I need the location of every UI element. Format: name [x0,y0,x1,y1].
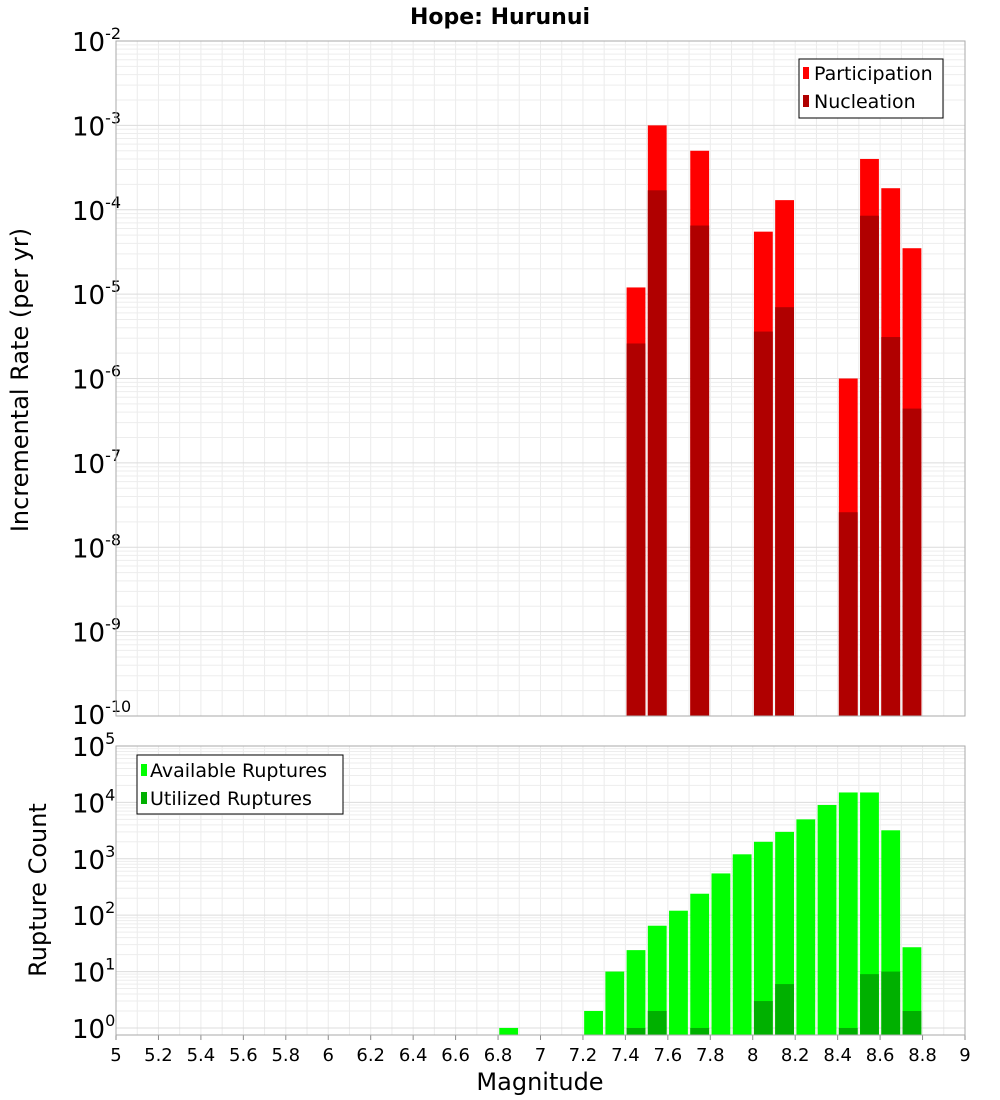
available-bar [732,854,752,1035]
magnitude-tick-label: 6.8 [484,1045,513,1066]
magnitude-tick-label: 6 [323,1045,334,1066]
available-bar [711,873,731,1035]
available-bar [605,971,625,1035]
magnitude-tick-label: 6.2 [356,1045,385,1066]
magnitude-tick-label: 8 [747,1045,758,1066]
legend-swatch-available [141,764,147,776]
magnitude-x-ticks: 5 5.2 5.4 5.6 5.8 6 6.2 6.4 6.6 6.8 7 7.2 7.4 7.6 7.8 8… [110,1035,971,1066]
available-bar [647,925,667,1035]
available-bar [626,950,646,1035]
magnitude-tick-label: 7.8 [696,1045,725,1066]
rate-y-tick-label: 10-10 [72,697,131,731]
magnitude-tick-label: 7.2 [569,1045,598,1066]
nucleation-bar [690,225,710,716]
chart-title: Hope: Hurunui [410,5,590,30]
magnitude-tick-label: 8.4 [823,1045,852,1066]
count-y-tick-label: 100 [72,1011,115,1045]
utilized-bar [775,984,794,1035]
rate-y-tick-label: 10-6 [72,362,121,396]
magnitude-tick-label: 7.6 [654,1045,683,1066]
count-y-tick-label: 101 [72,955,115,989]
legend-label-nucleation: Nucleation [814,91,916,113]
rate-legend: Participation Nucleation [798,58,944,119]
utilized-bar [690,1027,710,1035]
rate-y-ticks: 10-2 10-3 10-4 10-5 10-6 10-7 10-8 10-9 10-10 [72,24,131,731]
magnitude-tick-label: 8.2 [781,1045,810,1066]
nucleation-bar [647,190,667,716]
magnitude-tick-label: 5.4 [187,1045,216,1066]
available-bar [669,910,688,1035]
rate-y-tick-label: 10-7 [72,446,121,480]
count-legend: Available Ruptures Utilized Ruptures [136,754,344,815]
magnitude-tick-label: 8.6 [866,1045,895,1066]
utilized-bar [626,1027,646,1035]
legend-swatch-utilized [141,792,147,804]
magnitude-tick-label: 6.4 [399,1045,428,1066]
available-bar [690,893,710,1035]
legend-label-utilized: Utilized Ruptures [150,788,312,810]
utilized-bar [753,1001,773,1035]
rate-grid [115,41,966,717]
utilized-bar [902,1010,922,1035]
legend-label-participation: Participation [814,63,933,85]
rate-y-tick-label: 10-8 [72,530,121,564]
utilized-bar [838,1027,858,1035]
available-bar [753,841,773,1035]
magnitude-tick-label: 8.8 [908,1045,937,1066]
rate-y-tick-label: 10-2 [72,24,121,58]
rate-y-axis-label: Incremental Rate (per yr) [6,228,34,532]
available-bar [796,819,816,1035]
magnitude-tick-label: 5.2 [144,1045,173,1066]
nucleation-bar [881,337,901,716]
magnitude-tick-label: 5.8 [271,1045,300,1066]
rate-y-tick-label: 10-4 [72,193,121,227]
magnitude-tick-label: 5.6 [229,1045,258,1066]
available-bar [817,804,837,1035]
available-bar [499,1027,519,1035]
count-y-tick-label: 105 [72,729,115,763]
legend-swatch-participation [803,67,809,79]
rate-y-tick-label: 10-9 [72,615,121,649]
nucleation-bar [753,331,773,716]
nucleation-bars [626,190,922,717]
count-panel: 105 104 103 102 101 100 5 5.2 5.4 5.6 5.8 6 6.2 6.4 6… [24,729,971,1096]
magnitude-tick-label: 6.6 [441,1045,470,1066]
rate-y-tick-label: 10-5 [72,277,121,311]
count-y-tick-label: 103 [72,842,115,876]
nucleation-bar [860,215,879,717]
nucleation-bar [626,343,646,716]
magnitude-tick-label: 9 [959,1045,970,1066]
count-y-tick-label: 102 [72,898,115,932]
utilized-bar [860,974,879,1035]
legend-swatch-nucleation [803,95,809,107]
utilized-bars [626,971,922,1035]
nucleation-bar [838,512,858,716]
rate-y-tick-label: 10-3 [72,108,121,142]
available-bar [584,1010,603,1035]
utilized-bar [881,971,901,1035]
legend-label-available: Available Ruptures [150,760,327,782]
nucleation-bar [902,408,922,716]
available-bar [838,792,858,1035]
count-y-ticks: 105 104 103 102 101 100 [72,729,115,1045]
count-y-tick-label: 104 [72,785,115,819]
utilized-bar [647,1010,667,1035]
x-axis-label: Magnitude [476,1068,603,1096]
count-y-axis-label: Rupture Count [24,803,52,977]
rate-panel: 10-2 10-3 10-4 10-5 10-6 10-7 10-8 10-9 10-10 In… [6,24,966,731]
magnitude-tick-label: 7.4 [611,1045,640,1066]
magnitude-tick-label: 7 [535,1045,546,1066]
nucleation-bar [775,307,794,716]
magnitude-tick-label: 5 [110,1045,121,1066]
